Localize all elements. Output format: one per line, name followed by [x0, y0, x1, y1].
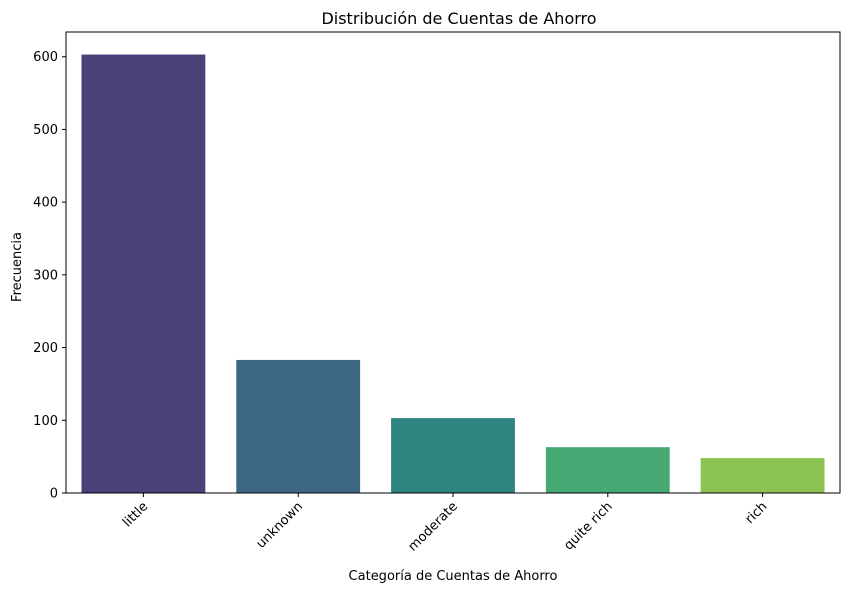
y-tick-label: 300 [33, 268, 58, 283]
bar-moderate [391, 418, 515, 493]
x-tick-label: unknown [254, 499, 306, 551]
x-axis-title: Categoría de Cuentas de Ahorro [349, 569, 558, 584]
x-tick-label: moderate [405, 499, 460, 554]
x-tick-label: rich [743, 499, 771, 527]
y-tick-label: 200 [33, 341, 58, 356]
y-tick-label: 600 [33, 50, 58, 65]
chart-title: Distribución de Cuentas de Ahorro [321, 9, 596, 28]
bar-rich [700, 458, 825, 493]
x-tick-label: little [120, 499, 151, 530]
x-tick-label: quite rich [561, 499, 615, 553]
bars-group [81, 54, 825, 493]
y-tick-label: 100 [33, 414, 58, 429]
bar-quite-rich [545, 447, 670, 493]
bar-little [81, 54, 206, 493]
bar-unknown [236, 359, 361, 493]
plot-frame [65, 31, 841, 494]
y-axis-ticks: 0 100 200 300 400 500 600 [33, 50, 66, 502]
y-tick-label: 0 [50, 487, 58, 502]
x-axis-ticks: little unknown moderate quite rich rich [120, 493, 770, 555]
y-axis-title: Frecuencia [10, 232, 25, 302]
y-tick-label: 500 [33, 123, 58, 138]
y-tick-label: 400 [33, 196, 58, 211]
